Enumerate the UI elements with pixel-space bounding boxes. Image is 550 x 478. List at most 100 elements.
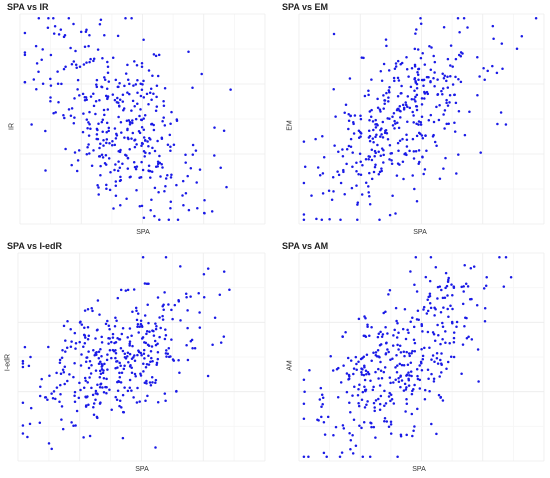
data-point [385, 131, 389, 135]
data-point [113, 324, 117, 328]
data-point [454, 75, 457, 79]
data-point [534, 16, 538, 20]
data-point [107, 126, 111, 130]
data-point [385, 44, 388, 48]
data-point [393, 119, 396, 123]
data-point [107, 324, 111, 327]
data-point [380, 335, 384, 338]
data-point [425, 149, 428, 152]
data-point [128, 340, 132, 343]
data-point [133, 104, 136, 108]
data-point [431, 135, 435, 138]
data-point [139, 351, 143, 355]
data-point [32, 78, 36, 81]
data-point [500, 42, 504, 45]
data-point [425, 75, 429, 79]
data-point [433, 339, 437, 343]
data-point [436, 78, 439, 81]
data-point [60, 405, 64, 408]
data-point [99, 164, 102, 168]
data-point [149, 87, 153, 90]
data-point [457, 153, 460, 156]
data-point [420, 115, 424, 118]
data-point [141, 168, 145, 172]
data-point [193, 347, 197, 350]
data-point [379, 343, 383, 346]
chart-title: SPA vs IR [7, 2, 49, 12]
data-point [415, 318, 419, 321]
data-point [380, 79, 384, 83]
data-point [337, 173, 341, 177]
data-point [102, 390, 106, 394]
data-point [105, 131, 108, 134]
data-point [131, 121, 134, 125]
data-point [142, 216, 146, 219]
data-point [130, 371, 134, 375]
data-point [95, 85, 99, 89]
data-point [115, 100, 119, 104]
data-point [145, 330, 149, 333]
data-point [142, 38, 145, 42]
data-point [376, 143, 379, 147]
data-point [444, 271, 448, 275]
data-point [422, 78, 426, 82]
data-point [128, 123, 132, 126]
data-point [156, 296, 160, 299]
data-point [367, 93, 370, 97]
data-point [23, 31, 27, 35]
data-point [386, 137, 390, 141]
data-point [372, 351, 375, 354]
data-point [374, 135, 377, 139]
data-point [126, 351, 130, 355]
data-point [339, 381, 343, 384]
data-point [400, 379, 404, 382]
data-point [340, 451, 344, 454]
data-point [401, 137, 404, 141]
data-point [88, 376, 91, 379]
data-point [452, 341, 456, 344]
data-point [99, 174, 102, 177]
data-point [117, 115, 120, 119]
data-point [111, 139, 114, 143]
data-point [222, 335, 226, 338]
data-point [363, 406, 367, 409]
data-point [134, 167, 138, 171]
data-point [401, 160, 405, 163]
data-point [349, 448, 352, 451]
data-point [445, 284, 449, 288]
data-point [302, 218, 306, 222]
data-point [148, 169, 152, 173]
data-point [128, 386, 132, 389]
data-point [206, 374, 210, 378]
data-point [121, 327, 125, 330]
data-point [448, 93, 452, 97]
data-point [160, 162, 163, 166]
data-point [88, 110, 91, 114]
plot-area-em [298, 13, 545, 225]
data-point [381, 136, 385, 139]
data-point [397, 380, 401, 384]
data-point [89, 127, 92, 130]
data-point [184, 192, 188, 195]
data-point [415, 122, 418, 125]
data-point [123, 84, 126, 88]
data-point [416, 48, 420, 51]
data-point [99, 383, 102, 386]
data-point [21, 432, 25, 435]
data-point [438, 285, 442, 288]
data-point [169, 149, 172, 153]
data-point [73, 331, 77, 335]
data-point [84, 96, 88, 99]
data-point [478, 75, 481, 78]
data-point [119, 203, 122, 207]
data-point [97, 193, 100, 196]
data-point [350, 186, 354, 190]
data-point [135, 63, 139, 67]
data-point [380, 377, 384, 380]
data-point [361, 356, 364, 360]
data-point [404, 152, 407, 155]
data-point [361, 455, 365, 459]
data-point [170, 338, 173, 341]
data-point [413, 89, 416, 93]
data-point [406, 363, 410, 366]
